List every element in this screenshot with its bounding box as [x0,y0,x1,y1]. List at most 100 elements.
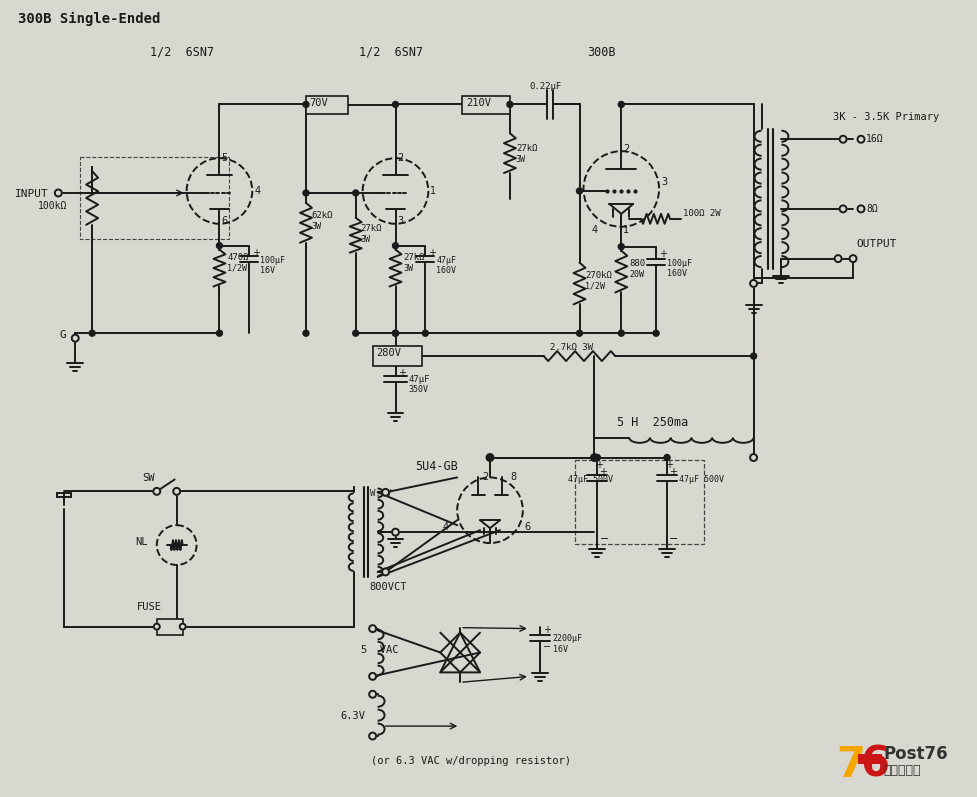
Circle shape [180,623,186,630]
Text: 100μF: 100μF [260,256,285,265]
Text: 6: 6 [525,522,531,532]
Circle shape [55,190,62,196]
Text: 3: 3 [397,216,404,226]
Circle shape [663,454,669,461]
Circle shape [153,488,160,495]
Bar [58,493,71,497]
Text: +: + [398,368,406,378]
Circle shape [89,330,95,336]
Circle shape [422,330,428,336]
Circle shape [353,190,359,196]
Text: 47μF: 47μF [408,375,430,384]
Text: 300B: 300B [587,45,616,59]
Circle shape [216,330,222,336]
Circle shape [392,330,398,336]
Circle shape [382,489,389,496]
Text: +: + [428,248,436,257]
Circle shape [303,190,309,196]
Circle shape [617,101,623,108]
Text: 160V: 160V [666,269,686,277]
Text: 16Ω: 16Ω [865,134,882,144]
Text: 5U4-GB: 5U4-GB [415,460,457,473]
Text: 3W: 3W [311,222,320,231]
Circle shape [173,488,180,495]
Text: 47μF: 47μF [436,256,456,265]
Circle shape [368,691,376,697]
Text: 6: 6 [859,744,888,786]
Text: 350V: 350V [408,385,428,394]
Text: W:5V: W:5V [369,489,391,498]
Circle shape [591,454,597,461]
Text: FUSE: FUSE [137,602,162,612]
Text: 0.22μF: 0.22μF [530,81,562,91]
Text: 100Ω 2W: 100Ω 2W [682,209,720,218]
Text: 6.3V: 6.3V [340,711,365,721]
Circle shape [506,101,512,108]
Text: 8Ω: 8Ω [865,204,876,214]
Text: SW: SW [142,473,154,484]
Text: 3W: 3W [404,264,413,273]
Text: 2: 2 [482,473,488,482]
Circle shape [392,243,398,249]
Circle shape [303,330,309,336]
Text: 2200μF: 2200μF [552,634,582,642]
Circle shape [857,135,864,143]
Circle shape [392,528,399,536]
Text: 1/2W: 1/2W [228,264,247,273]
Circle shape [216,243,222,249]
Text: +: + [542,625,550,634]
Text: −: − [599,534,608,544]
Text: +: + [668,468,676,477]
Text: 1/2W: 1/2W [585,281,605,290]
Circle shape [368,625,376,632]
Text: 4: 4 [442,522,447,532]
Text: 280V: 280V [376,348,402,358]
Text: 3W: 3W [515,155,526,164]
Circle shape [849,255,856,262]
Text: +: + [658,249,666,259]
Text: (or 6.3 VAC w/dropping resistor): (or 6.3 VAC w/dropping resistor) [370,756,570,766]
Circle shape [833,255,841,262]
Circle shape [594,454,600,461]
Text: −: − [542,642,550,651]
Circle shape [617,330,623,336]
Text: 27kΩ: 27kΩ [404,253,425,261]
Bar [462,96,509,115]
Bar [372,346,422,366]
Circle shape [486,454,493,461]
Text: 300B Single-Ended: 300B Single-Ended [18,12,160,26]
Text: NL: NL [135,537,148,547]
Bar [306,96,348,115]
Text: INPUT: INPUT [15,189,48,199]
Bar [573,460,703,544]
Circle shape [749,353,756,359]
Text: 8: 8 [509,473,516,482]
Text: 3: 3 [660,177,666,187]
Text: +: + [252,248,260,257]
Text: 3K - 3.5K Primary: 3K - 3.5K Primary [832,112,939,123]
Circle shape [749,454,756,461]
Text: 影音玩樂網: 影音玩樂網 [883,764,920,777]
Text: Post76: Post76 [883,745,948,763]
Circle shape [617,244,623,249]
Circle shape [838,135,846,143]
Text: 7: 7 [835,744,865,786]
Circle shape [392,330,398,336]
Text: 880: 880 [628,258,645,268]
Text: 3W: 3W [361,235,370,244]
Bar [156,618,183,634]
Text: 16V: 16V [552,645,567,654]
Text: 2: 2 [622,144,629,155]
Circle shape [857,206,864,212]
Text: 70V: 70V [309,99,327,108]
Text: −: − [668,534,678,544]
Circle shape [368,732,376,740]
Text: 20W: 20W [628,269,644,278]
Text: 2: 2 [397,153,404,163]
Text: 1: 1 [430,186,436,196]
Circle shape [575,330,582,336]
Text: G: G [60,330,66,340]
Text: +: + [595,460,603,469]
Text: 2.7kΩ 3W: 2.7kΩ 3W [549,344,592,352]
Text: 16V: 16V [260,265,275,275]
